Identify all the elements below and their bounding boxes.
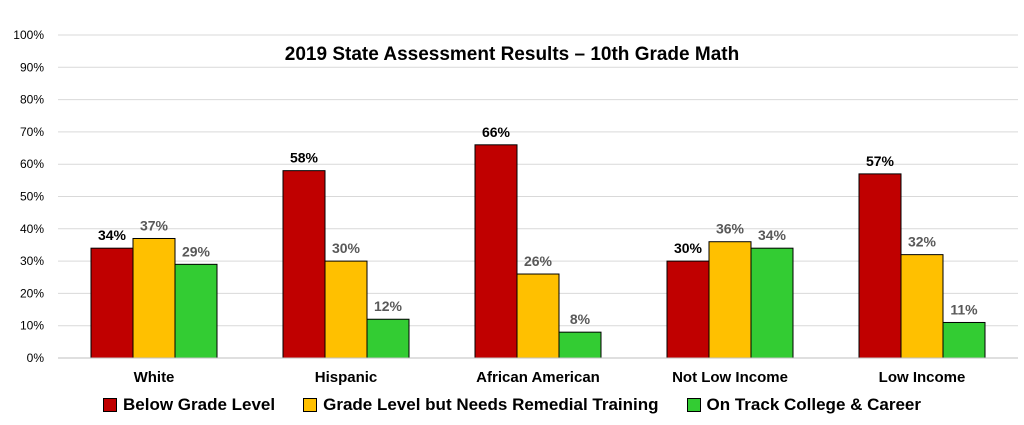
bar	[558, 331, 602, 359]
bar	[132, 237, 176, 359]
bar	[708, 241, 752, 359]
legend-item-remedial: Grade Level but Needs Remedial Training	[303, 395, 659, 415]
data-label: 30%	[332, 240, 361, 256]
data-label: 36%	[716, 221, 745, 237]
data-label: 29%	[182, 243, 211, 259]
y-tick-label: 30%	[20, 254, 44, 268]
y-tick-label: 70%	[20, 125, 44, 139]
x-tick-label: White	[134, 369, 175, 386]
x-axis: White Hispanic African American Not Low Inc…	[58, 357, 1018, 386]
x-tick-label: Hispanic	[315, 369, 378, 386]
data-label: 34%	[758, 227, 787, 243]
legend-item-on-track: On Track College & Career	[686, 395, 921, 415]
y-tick-label: 0%	[27, 351, 45, 365]
bar	[366, 318, 410, 359]
gridlines	[58, 34, 1018, 359]
bar	[324, 260, 368, 359]
bar	[666, 260, 710, 359]
y-tick-label: 60%	[20, 157, 44, 171]
bar	[858, 173, 902, 359]
legend-label-remedial: Grade Level but Needs Remedial Training	[323, 395, 659, 414]
data-label: 66%	[482, 124, 511, 140]
x-tick-label: Not Low Income	[672, 369, 788, 386]
y-tick-label: 80%	[20, 93, 44, 107]
data-labels: 34% 37% 29% 58% 30% 12% 66% 26% 8% 30% 36% 34% 57% 32…	[98, 124, 978, 327]
y-tick-label: 10%	[20, 319, 44, 333]
legend: Below Grade Level Grade Level but Needs …	[0, 395, 1024, 415]
data-label: 26%	[524, 253, 553, 269]
data-label: 8%	[570, 311, 591, 327]
bar	[942, 321, 986, 359]
y-tick-label: 20%	[20, 286, 44, 300]
bar	[282, 170, 326, 359]
x-tick-label: Low Income	[879, 369, 966, 386]
legend-item-below: Below Grade Level	[103, 395, 275, 415]
data-label: 37%	[140, 217, 169, 233]
bar	[174, 263, 218, 359]
data-label: 32%	[908, 234, 937, 250]
data-label: 11%	[950, 301, 978, 317]
y-tick-label: 100%	[13, 28, 44, 42]
bars	[90, 144, 986, 359]
bar	[90, 247, 134, 359]
bar	[750, 247, 794, 359]
y-tick-label: 90%	[20, 60, 44, 74]
legend-label-on-track: On Track College & Career	[706, 395, 921, 414]
y-tick-label: 40%	[20, 222, 44, 236]
y-tick-label: 50%	[20, 190, 44, 204]
data-label: 34%	[98, 227, 127, 243]
legend-swatch-below	[103, 398, 117, 412]
data-label: 30%	[674, 240, 703, 256]
bar	[516, 273, 560, 359]
chart-title: 2019 State Assessment Results – 10th Gra…	[284, 44, 740, 65]
y-axis: 0% 10% 20% 30% 40% 50% 60% 70% 80% 90% 100%	[13, 28, 44, 365]
legend-swatch-remedial	[303, 398, 318, 412]
data-label: 58%	[290, 150, 319, 166]
bar	[474, 144, 518, 359]
data-label: 57%	[866, 153, 895, 169]
legend-label-below: Below Grade Level	[123, 395, 276, 414]
bar	[900, 254, 944, 359]
x-tick-label: African American	[476, 369, 600, 386]
data-label: 12%	[374, 298, 403, 314]
legend-swatch-on-track	[686, 398, 701, 412]
